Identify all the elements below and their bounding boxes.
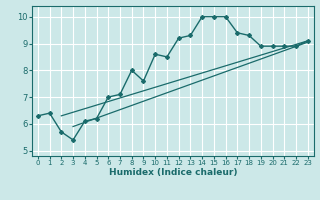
X-axis label: Humidex (Indice chaleur): Humidex (Indice chaleur): [108, 168, 237, 177]
